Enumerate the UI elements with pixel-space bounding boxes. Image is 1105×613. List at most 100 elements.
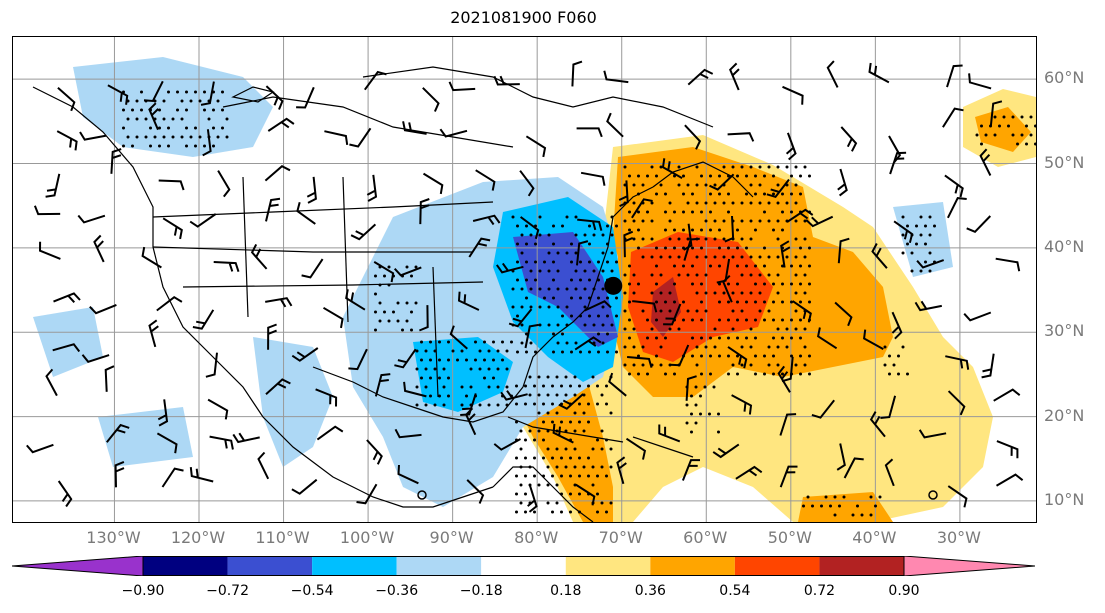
wind-barb [468,237,491,258]
wind-barb [843,457,864,479]
stipple-dot [838,504,841,508]
stipple-dot [537,483,541,487]
stipple-dot [596,510,599,514]
colorbar-extend-min [12,556,144,576]
wind-barb [348,348,368,371]
stipple-dot [438,340,441,344]
wind-barb [580,171,606,186]
stipple-dot [415,349,419,353]
stipple-dot [646,210,649,214]
stipple-dot [582,411,586,415]
stipple-dot [185,90,188,94]
stipple-dot [691,354,694,358]
wind-barb [834,301,853,327]
stipple-dot [560,510,563,514]
stipple-dot [519,429,523,433]
stipple-dot [704,273,708,277]
stipple-dot [1029,115,1033,119]
small-circle-marker [417,490,427,500]
stipple-dot [767,363,771,367]
stipple-dot [606,242,609,246]
wind-barb [947,485,968,508]
wind-barb [942,107,964,128]
stipple-dot [185,144,188,148]
wind-barb [981,353,995,379]
wind-barb [777,365,791,393]
longitude-label: 90°W [429,528,474,547]
stipple-dot [700,246,703,250]
wind-barb [465,407,477,436]
stipple-dot [709,354,712,358]
storm-center-marker[interactable] [604,276,623,295]
wind-barb [727,346,748,369]
stipple-dot [718,354,721,358]
stipple-dot [606,332,609,336]
stipple-dot [505,403,509,407]
stipple-dot [591,447,595,451]
stipple-dot [552,242,555,246]
wind-barb [257,451,270,480]
stipple-dot [694,421,698,425]
stipple-dot [555,411,559,415]
stipple-dot [632,363,636,367]
wind-barb [403,381,427,398]
wind-barb [419,198,430,225]
stipple-dot [901,345,905,349]
stipple-dot [668,201,672,205]
stipple-dot [560,474,563,478]
wind-barb [663,303,682,326]
stipple-dot [794,219,798,223]
stipple-dot [776,237,780,241]
stipple-dot [731,219,735,223]
stipple-dot [524,402,527,406]
stipple-dot [207,135,211,139]
stipple-dot [655,354,658,358]
stipple-dot [776,183,780,187]
stipple-dot [546,393,550,397]
stipple-dot [442,403,446,407]
stipple-dot [203,144,206,148]
stipple-dot [122,108,125,112]
stipple-dot [772,336,775,340]
wind-barb [687,68,714,86]
colorbar-segment [819,556,904,576]
stipple-dot [808,300,811,304]
stipple-dot [528,501,532,505]
stipple-dot [565,215,569,219]
wind-barb [38,241,61,260]
stipple-dot [374,274,377,278]
stipple-dot [374,328,377,332]
stipple-dot [637,192,640,196]
stipple-dot [601,287,605,291]
stipple-dot [623,201,627,205]
stipple-dot [794,237,798,241]
stipple-dot [781,246,784,250]
stipple-dot [615,296,618,300]
map-panel[interactable] [12,36,1037,523]
stipple-dot [664,192,667,196]
stipple-dot [673,300,676,304]
stipple-dot [460,385,464,389]
stipple-dot [691,192,694,196]
stipple-dot [659,183,663,187]
stipple-dot [794,255,798,259]
stipple-dot [474,358,477,362]
stipple-dot [740,273,744,277]
stipple-dot [596,474,599,478]
stipple-dot [501,340,504,344]
stipple-dot [573,411,577,415]
stipple-dot [833,513,837,517]
wind-barb [979,148,992,176]
stipple-dot [673,210,676,214]
stipple-dot [758,165,762,169]
stipple-dot [564,429,568,433]
stipple-dot [583,323,587,327]
stipple-dot [799,264,802,268]
stipple-dot [727,174,730,178]
stipple-dot [374,310,377,314]
stipple-dot [483,376,486,380]
stipple-dot [883,345,887,349]
stipple-dot [745,264,748,268]
wind-barb [722,274,733,303]
stipple-dot [718,192,721,196]
